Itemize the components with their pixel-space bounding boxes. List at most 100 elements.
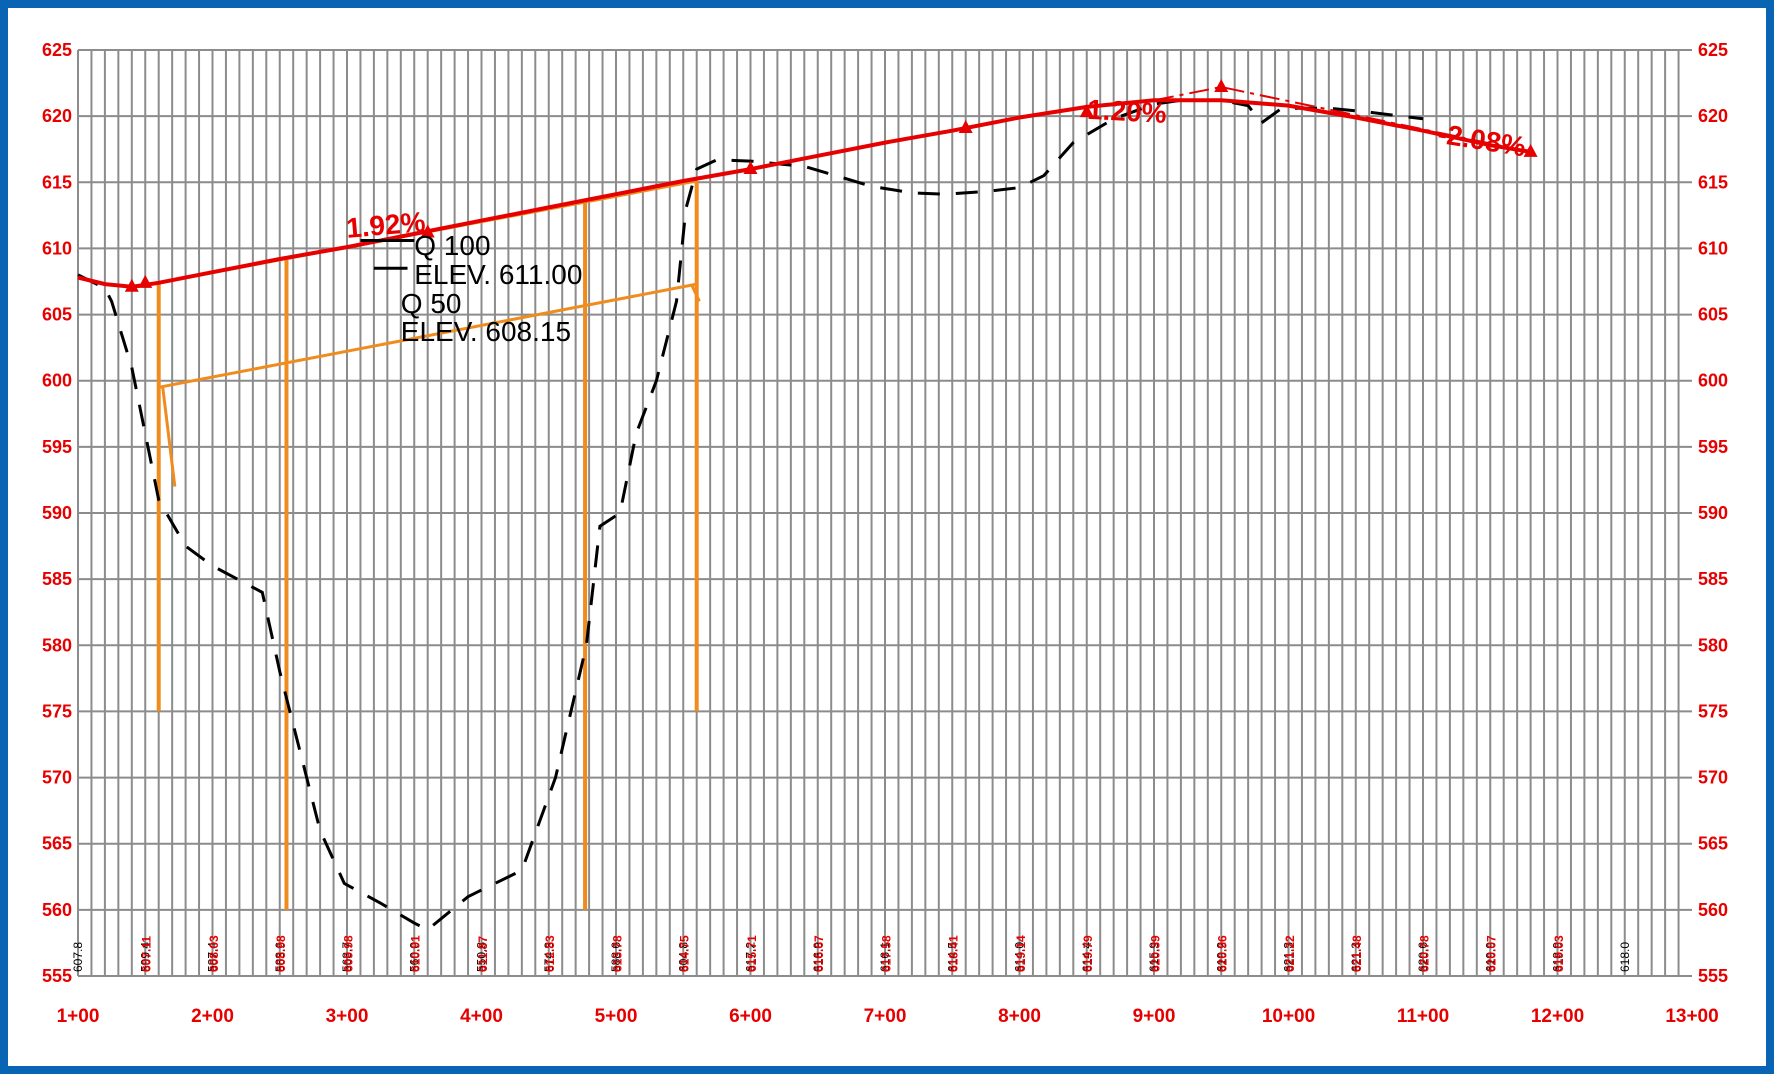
station-proposed-elevation: 618.41	[947, 935, 961, 972]
x-tick-label: 2+00	[191, 1006, 234, 1027]
station-proposed-elevation: 609.98	[341, 935, 355, 972]
station-existing-elevation: 618.9	[1551, 942, 1565, 972]
vpi-tangent-line	[1153, 85, 1531, 153]
station-existing-elevation: 614.0	[1013, 942, 1027, 972]
station-existing-elevation: 617.2	[744, 942, 758, 972]
y-tick-label-left: 585	[42, 569, 72, 589]
station-existing-elevation: 607.8	[71, 942, 85, 972]
x-tick-label: 4+00	[460, 1006, 503, 1027]
vpi-marker	[1523, 143, 1538, 157]
vpi-marker	[124, 278, 139, 292]
x-tick-label: 9+00	[1133, 1006, 1176, 1027]
station-proposed-elevation: 607.11	[140, 936, 154, 972]
y-tick-label-right: 625	[1698, 40, 1728, 60]
station-existing-elevation: 587.4	[206, 942, 220, 972]
y-tick-label-right: 620	[1698, 106, 1728, 126]
y-tick-label-left: 590	[42, 503, 72, 523]
station-proposed-elevation: 621.48	[1350, 935, 1364, 972]
vpi-marker	[420, 224, 435, 238]
station-existing-elevation: 604.8	[676, 942, 690, 972]
station-existing-elevation: 614.4	[1080, 942, 1094, 972]
station-proposed-elevation: 616.67	[812, 935, 826, 972]
station-existing-elevation: 574.3	[542, 942, 556, 972]
y-tick-label-right: 555	[1698, 966, 1728, 986]
y-tick-label-left: 605	[42, 305, 72, 325]
station-existing-elevation: 621.3	[1282, 942, 1296, 972]
station-proposed-elevation: 620.78	[1417, 935, 1431, 972]
y-tick-label-left: 615	[42, 172, 72, 192]
station-proposed-elevation: 608.03	[207, 935, 221, 972]
station-existing-elevation: 619.2	[1214, 942, 1228, 972]
y-tick-label-left: 625	[42, 40, 72, 60]
station-existing-elevation: 619.9	[1483, 942, 1497, 972]
x-tick-label: 3+00	[326, 1006, 369, 1027]
station-existing-elevation: 621.3	[1349, 942, 1363, 972]
x-tick-label: 13+00	[1665, 1006, 1718, 1027]
y-tick-label-right: 595	[1698, 437, 1728, 457]
y-tick-label-right: 565	[1698, 834, 1728, 854]
y-tick-label-left: 595	[42, 437, 72, 457]
y-tick-label-left: 570	[42, 768, 72, 788]
y-tick-label-left: 580	[42, 635, 72, 655]
x-tick-label: 6+00	[729, 1006, 772, 1027]
station-proposed-elevation: 621.22	[1283, 935, 1297, 972]
station-proposed-elevation: 615.71	[745, 935, 759, 972]
station-proposed-elevation: 617.58	[879, 935, 893, 972]
grade-label: 1.20%	[1086, 94, 1167, 129]
y-tick-label-left: 600	[42, 371, 72, 391]
y-tick-label-left: 565	[42, 834, 72, 854]
y-tick-label-right: 560	[1698, 900, 1728, 920]
q50-label: Q 50	[401, 288, 462, 319]
grade-label: 1.92%	[345, 206, 427, 244]
vpi-marker	[1079, 104, 1094, 118]
y-tick-label-left: 555	[42, 966, 72, 986]
y-tick-label-right: 615	[1698, 172, 1728, 192]
station-existing-elevation: 599.4	[138, 942, 152, 972]
profile-drawing-frame: 555 555 560 560 565 565 570 570 575 575 580 580 585 5…	[8, 8, 1766, 1066]
x-tick-label: 12+00	[1531, 1006, 1584, 1027]
x-tick-label: 7+00	[864, 1006, 907, 1027]
station-proposed-elevation: 610.91	[409, 935, 423, 972]
station-existing-elevation: 615.9	[1147, 942, 1161, 972]
y-tick-label-right: 590	[1698, 503, 1728, 523]
y-tick-label-right: 600	[1698, 371, 1728, 391]
q100-elevation-label: ELEV. 611.00	[414, 259, 582, 290]
x-tick-label: 1+00	[57, 1006, 100, 1027]
station-proposed-elevation: 620.39	[1148, 935, 1162, 972]
q100-label: Q 100	[414, 230, 490, 261]
y-tick-label-right: 570	[1698, 768, 1728, 788]
station-existing-elevation: 618.0	[1618, 942, 1632, 972]
station-existing-elevation: 550.8	[475, 942, 489, 972]
y-tick-label-left: 560	[42, 900, 72, 920]
station-proposed-elevation: 620.96	[1216, 935, 1230, 972]
profile-chart: 555 555 560 560 565 565 570 570 575 575 580 580 585 5…	[42, 40, 1728, 1027]
vpi-marker	[958, 120, 973, 134]
station-proposed-elevation: 608.98	[274, 935, 288, 972]
y-tick-label-right: 580	[1698, 635, 1728, 655]
y-tick-label-right: 610	[1698, 238, 1728, 258]
station-proposed-elevation: 612.83	[543, 935, 557, 972]
station-existing-elevation: 583.6	[273, 942, 287, 972]
x-tick-label: 11+00	[1397, 1006, 1449, 1027]
station-proposed-elevation: 611.87	[476, 936, 490, 972]
station-existing-elevation: 614.5	[945, 942, 959, 972]
y-tick-label-right: 605	[1698, 305, 1728, 325]
station-proposed-elevation: 619.03	[1552, 935, 1566, 972]
vpi-marker	[138, 274, 153, 288]
x-tick-label: 10+00	[1262, 1006, 1315, 1027]
station-existing-elevation: 563.7	[340, 942, 354, 972]
y-tick-label-left: 575	[42, 701, 72, 721]
x-tick-label: 8+00	[998, 1006, 1041, 1027]
station-proposed-elevation: 613.78	[610, 935, 624, 972]
station-proposed-elevation: 619.79	[1081, 935, 1095, 972]
x-tick-label: 5+00	[595, 1006, 638, 1027]
y-tick-label-left: 620	[42, 106, 72, 126]
station-proposed-elevation: 614.75	[678, 935, 692, 972]
station-existing-elevation: 620.6	[1416, 942, 1430, 972]
station-proposed-elevation: 620.07	[1485, 935, 1499, 972]
bridge-abutment	[689, 283, 701, 302]
vpi-marker	[1214, 79, 1229, 93]
bridge-low-chord-line	[158, 282, 697, 389]
station-existing-elevation: 616.9	[811, 942, 825, 972]
y-tick-label-right: 575	[1698, 701, 1728, 721]
